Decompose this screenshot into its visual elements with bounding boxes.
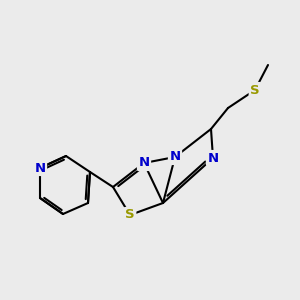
Text: N: N <box>138 157 150 169</box>
Text: S: S <box>250 83 260 97</box>
Text: N: N <box>207 152 219 164</box>
Text: N: N <box>34 161 46 175</box>
Text: N: N <box>169 151 181 164</box>
Text: S: S <box>125 208 135 221</box>
